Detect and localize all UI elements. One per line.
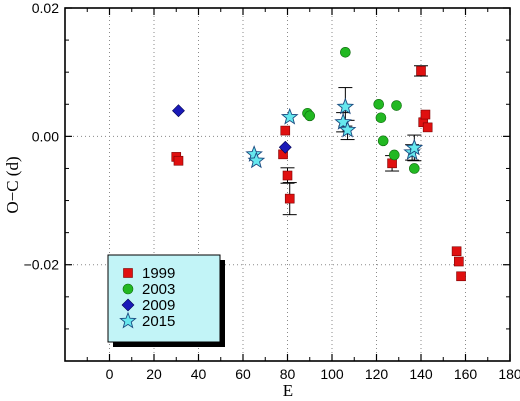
point-2015 bbox=[247, 151, 266, 169]
point-1999 bbox=[173, 155, 184, 166]
legend-label: 2003 bbox=[142, 281, 175, 298]
point-1999 bbox=[416, 66, 426, 76]
point-1999 bbox=[454, 256, 464, 267]
point-2003 bbox=[409, 163, 420, 174]
point-2009 bbox=[172, 104, 185, 118]
point-2003 bbox=[377, 135, 389, 147]
point-1999 bbox=[284, 193, 295, 204]
point-2003 bbox=[373, 98, 385, 110]
x-tick-label: 180 bbox=[498, 366, 520, 382]
x-tick-label: 120 bbox=[365, 366, 389, 382]
y-tick-label: 0.00 bbox=[32, 128, 59, 144]
legend-label: 2015 bbox=[142, 313, 175, 330]
legend-marker-1999 bbox=[123, 268, 133, 278]
point-2015 bbox=[334, 112, 352, 130]
y-axis-title: O−C (d) bbox=[3, 156, 22, 213]
legend-marker-2003 bbox=[122, 283, 134, 295]
x-tick-label: 0 bbox=[106, 366, 114, 382]
series-2015 bbox=[245, 97, 424, 169]
legend-marker-2015 bbox=[119, 311, 137, 329]
point-1999 bbox=[451, 246, 462, 257]
point-2015 bbox=[336, 97, 355, 115]
point-2003 bbox=[340, 46, 351, 58]
x-tick-label: 100 bbox=[320, 366, 344, 382]
point-2003 bbox=[375, 112, 387, 124]
point-2003 bbox=[391, 100, 402, 111]
x-tick-label: 140 bbox=[409, 366, 433, 382]
legend-marker-2009 bbox=[121, 298, 135, 312]
series-1999 bbox=[171, 66, 466, 282]
point-2003 bbox=[388, 149, 400, 161]
point-2015 bbox=[280, 107, 299, 125]
point-1999 bbox=[422, 122, 433, 133]
point-2015 bbox=[338, 120, 357, 138]
x-tick-label: 20 bbox=[146, 366, 162, 382]
point-2015 bbox=[405, 138, 424, 156]
data-points bbox=[171, 46, 466, 282]
y-tick-labels: −0.02 0.00 0.02 bbox=[24, 0, 60, 273]
x-tick-label: 40 bbox=[191, 366, 207, 382]
error-bars bbox=[280, 65, 428, 216]
point-1999 bbox=[280, 125, 291, 136]
grid bbox=[65, 8, 510, 361]
y-tick-label: −0.02 bbox=[24, 257, 60, 273]
ticks bbox=[64, 7, 511, 361]
point-1999 bbox=[456, 271, 466, 282]
x-tick-label: 160 bbox=[454, 366, 478, 382]
x-axis-title: E bbox=[283, 381, 293, 400]
legend-label: 2009 bbox=[142, 297, 175, 314]
point-2009 bbox=[278, 140, 292, 154]
x-tick-label: 60 bbox=[235, 366, 251, 382]
series-2009 bbox=[172, 104, 292, 154]
x-tick-label: 80 bbox=[280, 366, 296, 382]
legend-label: 1999 bbox=[142, 265, 175, 282]
point-1999 bbox=[282, 170, 293, 181]
x-tick-labels: 0 20 40 60 80 100 120 140 160 180 bbox=[106, 366, 520, 382]
point-1999 bbox=[420, 109, 431, 120]
y-tick-label: 0.02 bbox=[32, 0, 59, 16]
point-2003 bbox=[304, 110, 316, 122]
series-2003 bbox=[302, 46, 420, 174]
